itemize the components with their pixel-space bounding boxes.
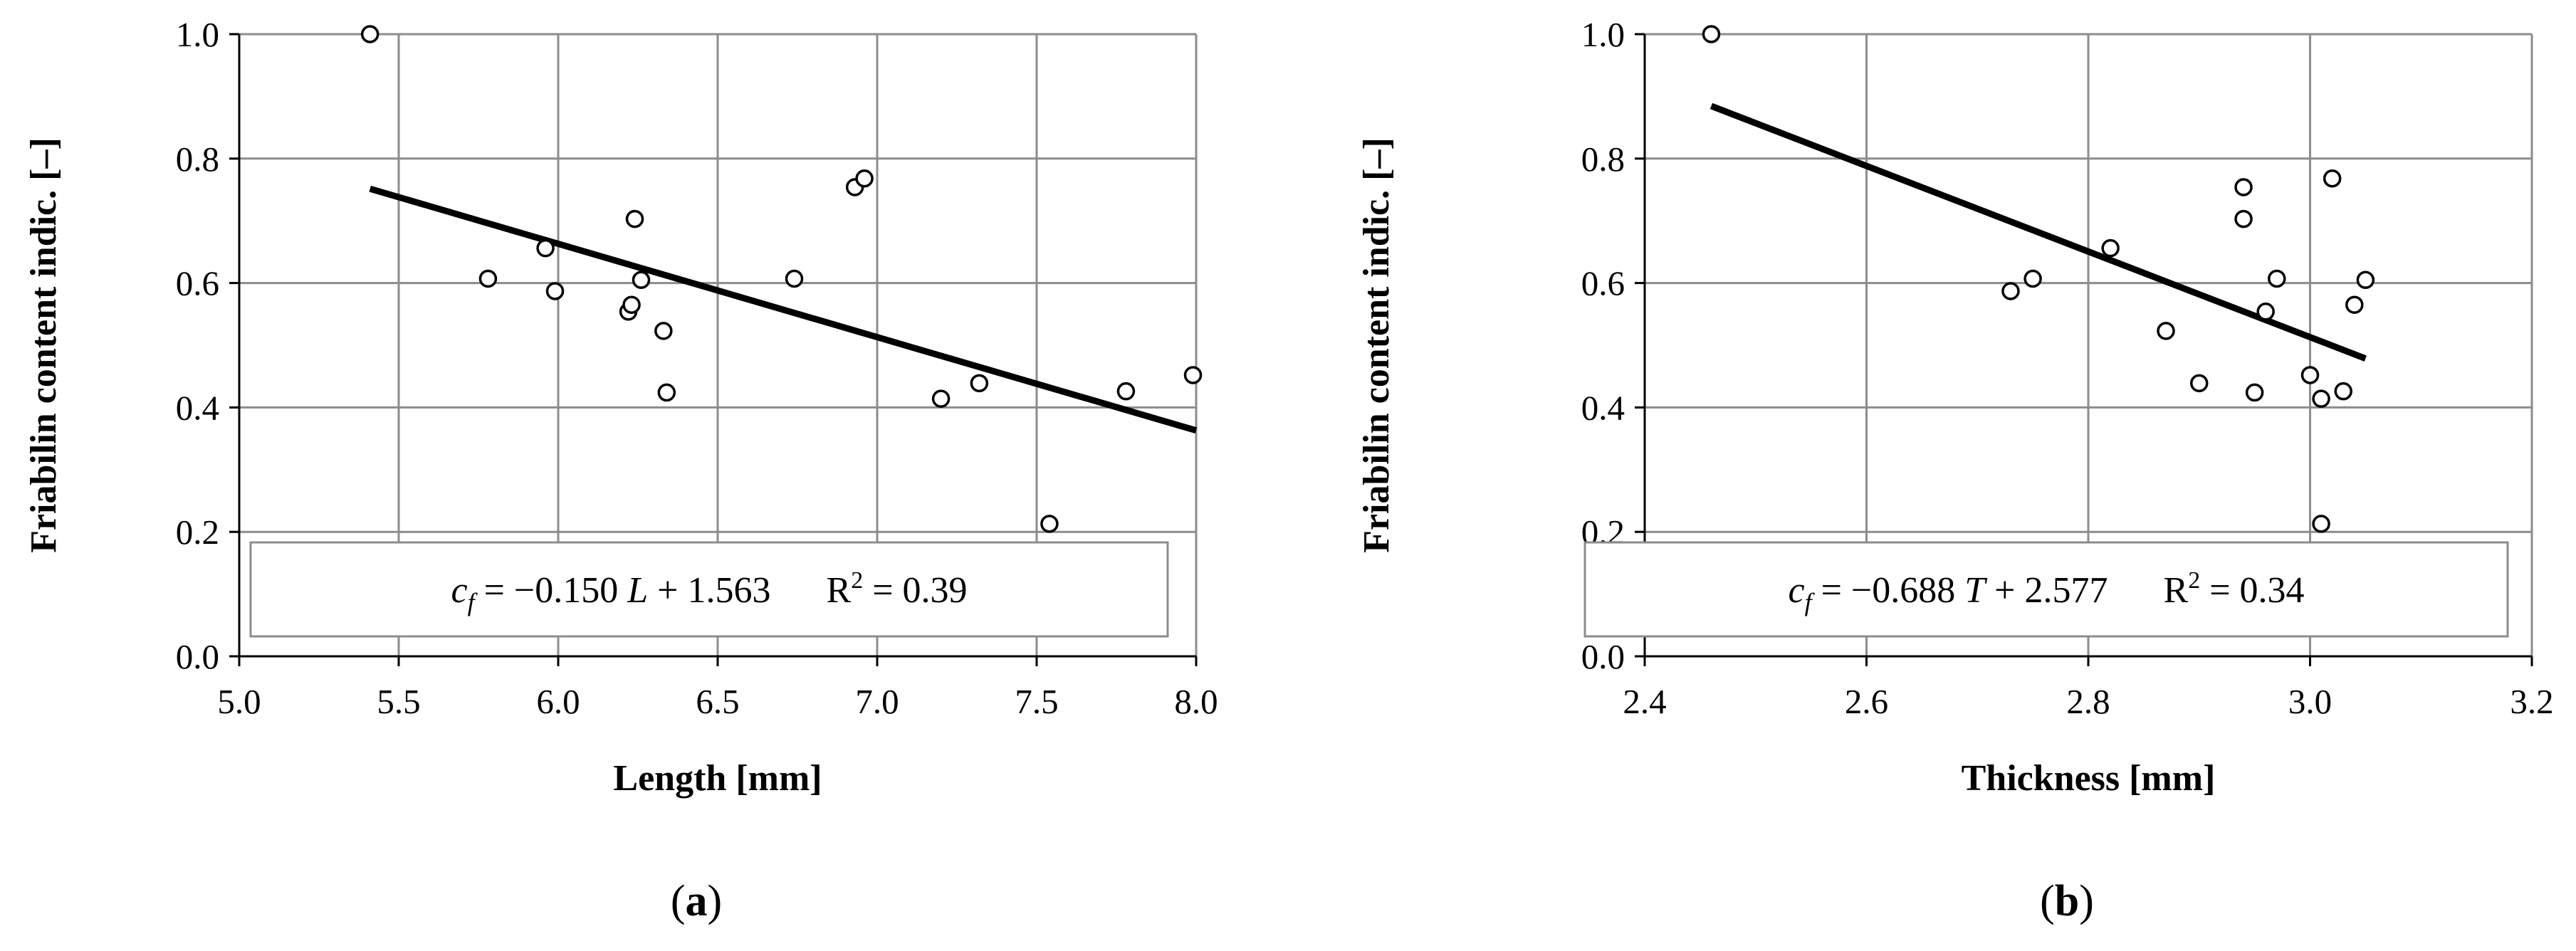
chart-panel-a: 0.0 0.2 0.4 0.6 0.8 1.0 5.0 5.5 6.0 6.5 7.0 7.5 8.0 c… <box>23 15 1218 925</box>
trendline <box>1710 103 2367 362</box>
data-point <box>625 209 644 228</box>
x-tick-label: 7.0 <box>855 682 899 721</box>
chart-panel-b: 0.00.20.40.60.81.02.4 2.6 2.8 3.0 3.2cf = −0… <box>1356 15 2554 925</box>
regression-equation: cf = −0.688 T + 2.577 R2 = 0.34 <box>1788 567 2304 616</box>
x-tick-label: 5.0 <box>217 682 261 721</box>
data-point <box>2323 169 2342 188</box>
data-point <box>654 322 673 340</box>
x-tick-label: 2.8 <box>2066 682 2110 721</box>
x-tick-label: 3.0 <box>2288 682 2332 721</box>
data-point <box>2268 269 2286 288</box>
data-point <box>1702 25 1721 43</box>
data-point <box>2101 238 2120 258</box>
data-point <box>931 389 951 408</box>
data-point <box>545 282 565 300</box>
x-tick-label: 2.4 <box>1623 682 1666 721</box>
y-tick-label: 0.8 <box>1581 140 1625 179</box>
trendline <box>369 185 1198 434</box>
y-tick-label: 0.4 <box>176 388 219 427</box>
panel-label: (b) <box>2040 877 2094 925</box>
data-point <box>1040 515 1059 533</box>
panel-letter: a <box>686 877 708 925</box>
data-point <box>1183 366 1203 384</box>
x-axis-label: Length [mm] <box>613 758 822 799</box>
data-point <box>2256 303 2275 321</box>
data-point <box>2001 282 2020 300</box>
x-tick-label: 5.5 <box>377 682 420 721</box>
data-point <box>1116 382 1136 401</box>
y-tick-label: 0.0 <box>1581 637 1625 676</box>
y-axis-label: Friabilin content indic. [–] <box>23 137 64 553</box>
x-tick-label: 2.6 <box>1845 682 1888 721</box>
y-tick-label: 0.6 <box>1581 264 1625 303</box>
data-point <box>657 383 676 402</box>
y-tick-label: 0.8 <box>176 140 219 179</box>
x-tick-label: 6.5 <box>696 682 739 721</box>
data-point <box>785 269 804 288</box>
data-point <box>2190 374 2209 393</box>
y-axis-label: Friabilin content indic. [–] <box>1356 137 1397 553</box>
x-tick-label: 3.2 <box>2510 682 2553 721</box>
data-point <box>478 269 498 288</box>
y-tick-label: 0.4 <box>1581 388 1625 427</box>
data-point <box>2023 269 2042 288</box>
data-point <box>2334 382 2352 401</box>
data-point <box>2234 178 2253 196</box>
x-tick-label: 7.5 <box>1015 682 1058 721</box>
data-point <box>536 238 555 258</box>
data-point <box>632 270 651 289</box>
data-point <box>622 295 641 314</box>
data-point <box>2312 515 2330 533</box>
y-tick-label: 0.2 <box>176 513 219 552</box>
panel-label: (a) <box>671 877 722 925</box>
data-point <box>2157 322 2175 340</box>
y-tick-label: 0.6 <box>176 264 219 303</box>
x-tick-label: 8.0 <box>1174 682 1218 721</box>
regression-equation: cf = −0.150 L + 1.563 R2 = 0.39 <box>451 567 967 616</box>
data-point <box>2345 295 2364 314</box>
data-point <box>2234 209 2253 228</box>
data-point <box>855 169 874 188</box>
panel-letter: b <box>2055 877 2079 925</box>
data-point <box>970 374 989 393</box>
equation-box <box>249 541 1169 638</box>
y-tick-label: 1.0 <box>176 15 219 54</box>
x-tick-label: 6.0 <box>536 682 580 721</box>
data-point <box>360 25 379 43</box>
data-point <box>2312 389 2330 408</box>
data-point <box>2356 270 2375 289</box>
data-point <box>2300 366 2320 384</box>
x-axis-label: Thickness [mm] <box>1962 758 2216 799</box>
y-tick-label: 1.0 <box>1581 15 1625 54</box>
equation-box <box>1583 541 2509 638</box>
data-point <box>2245 383 2264 402</box>
y-tick-label: 0.0 <box>176 637 219 676</box>
